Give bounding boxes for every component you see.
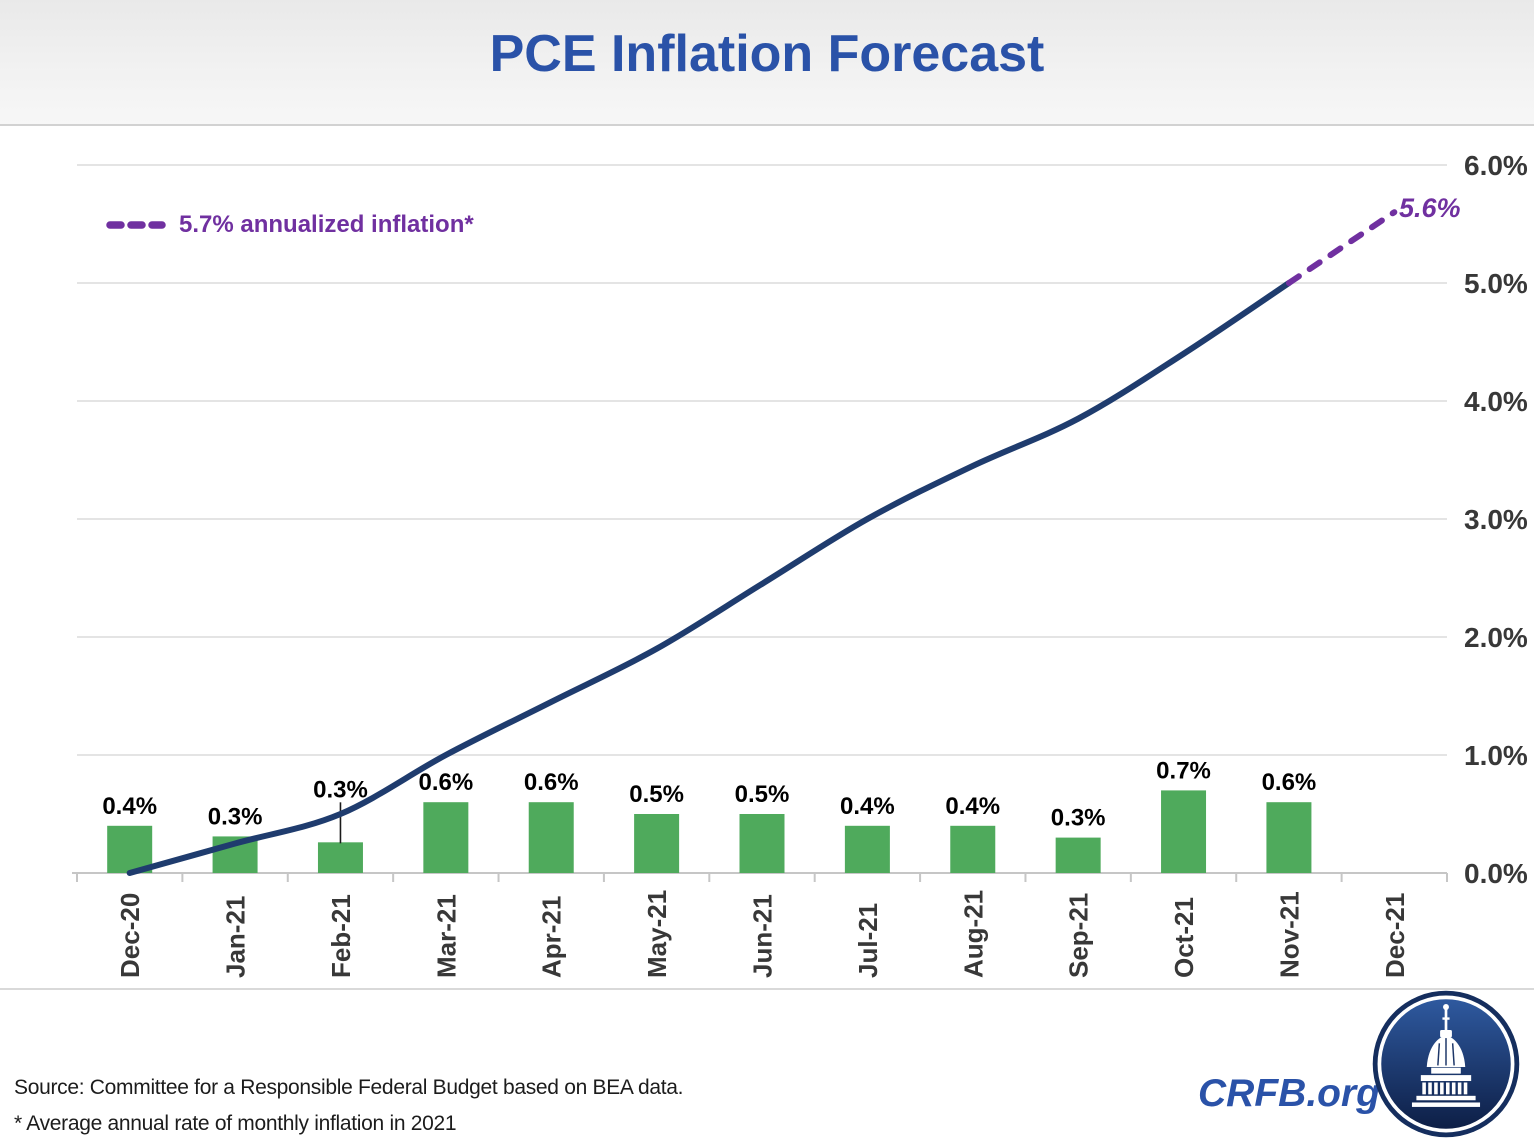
x-axis-label: Dec-21 xyxy=(1380,893,1410,978)
title-band: PCE Inflation Forecast xyxy=(0,0,1534,126)
source-text: Source: Committee for a Responsible Fede… xyxy=(14,1076,684,1099)
y-axis-label: 2.0% xyxy=(1464,622,1528,653)
chart-legend: 5.7% annualized inflation* xyxy=(104,211,474,239)
crfb-site-label: CRFB.org xyxy=(1198,1072,1380,1115)
bar-value-label: 0.5% xyxy=(629,781,684,808)
forecast-dashed-line xyxy=(1285,209,1398,286)
y-axis-label: 0.0% xyxy=(1464,858,1528,889)
footnote-text: * Average annual rate of monthly inflati… xyxy=(14,1112,457,1135)
cumulative-line xyxy=(126,280,1292,876)
footer-divider xyxy=(0,988,1534,990)
inflation-bar xyxy=(950,825,996,873)
inflation-bar xyxy=(423,802,469,873)
forecast-end-label: 5.6% xyxy=(1399,193,1461,223)
dashed-line-legend-icon xyxy=(106,221,166,229)
x-axis-label: Aug-21 xyxy=(958,890,988,978)
bar-value-label: 0.5% xyxy=(735,781,790,808)
chart-title: PCE Inflation Forecast xyxy=(489,25,1045,83)
x-axis-label: May-21 xyxy=(642,890,672,978)
bar-value-label: 0.4% xyxy=(102,793,157,820)
inflation-bar xyxy=(1161,790,1207,873)
bar-value-label: 0.3% xyxy=(208,803,263,830)
bar-value-label: 0.6% xyxy=(524,769,579,796)
inflation-bar xyxy=(317,842,363,873)
y-axis-label: 3.0% xyxy=(1464,504,1528,535)
bar-value-label: 0.6% xyxy=(418,769,473,796)
x-axis-label: Apr-21 xyxy=(537,896,567,978)
inflation-bar xyxy=(1055,837,1101,873)
x-axis-label: Dec-20 xyxy=(115,893,145,978)
inflation-bar xyxy=(634,814,680,873)
x-axis-label: Sep-21 xyxy=(1064,893,1094,978)
x-axis-label: Mar-21 xyxy=(431,894,461,978)
bar-value-label: 0.4% xyxy=(945,793,1000,820)
bar-value-label: 0.7% xyxy=(1156,757,1211,784)
inflation-bar xyxy=(107,825,153,873)
x-axis-label: Oct-21 xyxy=(1169,897,1199,978)
y-axis-label: 4.0% xyxy=(1464,386,1528,417)
x-axis-label: Jan-21 xyxy=(221,896,251,978)
inflation-bar xyxy=(1266,802,1312,873)
y-axis-label: 1.0% xyxy=(1464,740,1528,771)
dome-ribs xyxy=(1437,1038,1455,1066)
bar-value-label: 0.4% xyxy=(840,793,895,820)
bar-value-label: 0.6% xyxy=(1262,769,1317,796)
x-axis-label: Feb-21 xyxy=(326,894,356,978)
inflation-bar xyxy=(528,802,574,873)
crfb-logo xyxy=(1372,990,1520,1138)
y-axis-label: 6.0% xyxy=(1464,150,1528,181)
x-axis-label: Nov-21 xyxy=(1274,891,1304,978)
bar-value-label: 0.3% xyxy=(313,776,368,803)
capitol-icon xyxy=(1411,1004,1481,1107)
bar-value-label: 0.3% xyxy=(1051,805,1106,832)
inflation-bar xyxy=(844,825,890,873)
legend-label: 5.7% annualized inflation* xyxy=(179,211,474,238)
y-axis-label: 5.0% xyxy=(1464,268,1528,299)
inflation-bar xyxy=(739,814,785,873)
x-axis-label: Jun-21 xyxy=(748,894,778,978)
x-axis-label: Jul-21 xyxy=(853,903,883,978)
